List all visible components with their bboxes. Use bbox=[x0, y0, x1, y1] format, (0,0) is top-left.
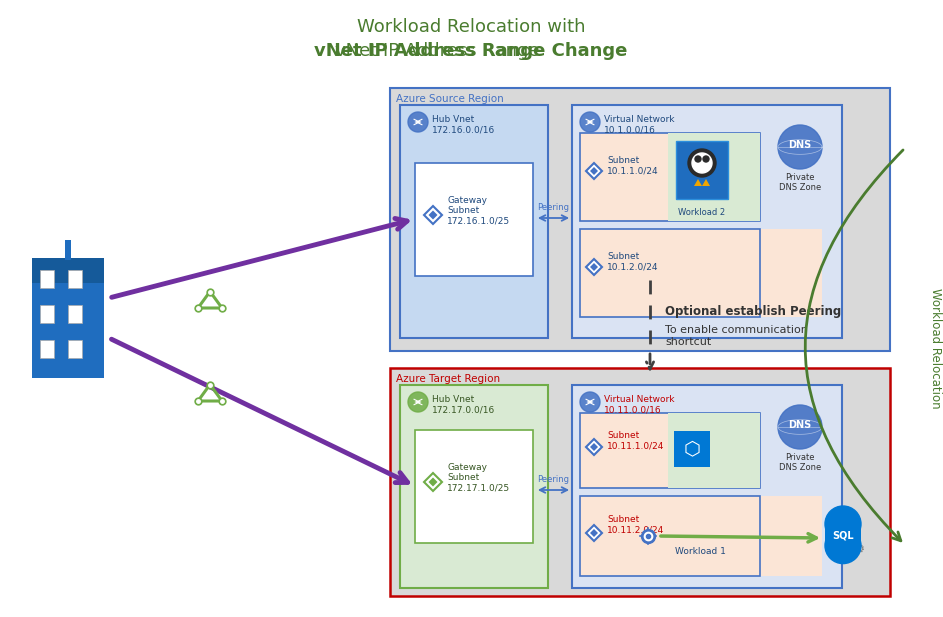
Polygon shape bbox=[586, 259, 602, 275]
Polygon shape bbox=[428, 210, 438, 220]
Polygon shape bbox=[424, 473, 442, 491]
Text: Subnet
10.11.1.0/24: Subnet 10.11.1.0/24 bbox=[607, 431, 665, 450]
Text: Peering: Peering bbox=[537, 203, 569, 212]
FancyBboxPatch shape bbox=[400, 105, 548, 338]
Circle shape bbox=[408, 392, 428, 412]
Text: Private
DNS Zone: Private DNS Zone bbox=[779, 173, 821, 193]
FancyBboxPatch shape bbox=[40, 270, 54, 288]
Text: Subnet
10.1.2.0/24: Subnet 10.1.2.0/24 bbox=[607, 252, 658, 271]
FancyBboxPatch shape bbox=[760, 229, 822, 317]
Text: Virtual Network
10.11.0.0/16: Virtual Network 10.11.0.0/16 bbox=[604, 395, 674, 415]
Text: Private
DNS Zone: Private DNS Zone bbox=[779, 453, 821, 473]
FancyBboxPatch shape bbox=[415, 163, 533, 276]
FancyBboxPatch shape bbox=[390, 88, 890, 351]
Circle shape bbox=[825, 528, 861, 563]
Circle shape bbox=[695, 156, 701, 162]
Text: Workload Relocation with: Workload Relocation with bbox=[356, 18, 586, 36]
FancyBboxPatch shape bbox=[32, 258, 104, 283]
Text: Optional establish Peering: Optional establish Peering bbox=[665, 305, 841, 318]
Text: Azure Target Region: Azure Target Region bbox=[396, 374, 500, 384]
Polygon shape bbox=[424, 206, 442, 224]
FancyBboxPatch shape bbox=[390, 368, 890, 596]
Text: Gateway
Subnet
172.17.1.0/25: Gateway Subnet 172.17.1.0/25 bbox=[447, 463, 510, 493]
Text: Gateway
Subnet
172.16.1.0/25: Gateway Subnet 172.16.1.0/25 bbox=[447, 196, 510, 226]
FancyBboxPatch shape bbox=[825, 524, 861, 545]
Polygon shape bbox=[590, 443, 598, 451]
FancyBboxPatch shape bbox=[32, 258, 104, 378]
Text: Virtual Network
10.1.0.0/16: Virtual Network 10.1.0.0/16 bbox=[604, 115, 674, 135]
FancyBboxPatch shape bbox=[40, 305, 54, 323]
FancyBboxPatch shape bbox=[572, 385, 842, 588]
Text: Azure Source Region: Azure Source Region bbox=[396, 94, 504, 104]
Text: vNet IP Address Range Change: vNet IP Address Range Change bbox=[314, 42, 628, 60]
Circle shape bbox=[408, 112, 428, 132]
Circle shape bbox=[688, 149, 716, 177]
Text: DNS: DNS bbox=[788, 420, 812, 430]
FancyBboxPatch shape bbox=[580, 229, 760, 317]
Circle shape bbox=[825, 506, 861, 542]
Polygon shape bbox=[694, 179, 702, 186]
FancyBboxPatch shape bbox=[580, 496, 760, 576]
Text: ⚙: ⚙ bbox=[853, 542, 865, 555]
FancyBboxPatch shape bbox=[668, 133, 760, 221]
Polygon shape bbox=[590, 529, 598, 537]
Text: Subnet
10.11.2.0/24: Subnet 10.11.2.0/24 bbox=[607, 515, 664, 534]
Polygon shape bbox=[702, 179, 710, 186]
Text: Workload Relocation: Workload Relocation bbox=[929, 288, 941, 408]
Text: vNet IP Address Range: vNet IP Address Range bbox=[335, 42, 545, 60]
FancyBboxPatch shape bbox=[400, 385, 548, 588]
Text: Hub Vnet
172.17.0.0/16: Hub Vnet 172.17.0.0/16 bbox=[432, 395, 495, 415]
FancyBboxPatch shape bbox=[68, 305, 82, 323]
FancyBboxPatch shape bbox=[65, 240, 71, 260]
Text: SQL: SQL bbox=[832, 531, 853, 541]
Polygon shape bbox=[586, 525, 602, 541]
FancyBboxPatch shape bbox=[572, 105, 842, 338]
Circle shape bbox=[778, 405, 822, 449]
FancyBboxPatch shape bbox=[676, 141, 728, 199]
Polygon shape bbox=[590, 263, 598, 271]
Text: Peering: Peering bbox=[537, 475, 569, 484]
FancyBboxPatch shape bbox=[674, 431, 710, 467]
Circle shape bbox=[692, 153, 712, 173]
Polygon shape bbox=[586, 163, 602, 179]
Text: To enable communication
shortcut: To enable communication shortcut bbox=[665, 325, 808, 347]
Text: Workload 2: Workload 2 bbox=[678, 208, 725, 217]
Text: ⬡: ⬡ bbox=[684, 439, 701, 458]
Text: Subnet
10.1.1.0/24: Subnet 10.1.1.0/24 bbox=[607, 156, 658, 175]
Circle shape bbox=[703, 156, 709, 162]
FancyBboxPatch shape bbox=[760, 496, 822, 576]
Polygon shape bbox=[590, 167, 598, 175]
Circle shape bbox=[580, 112, 600, 132]
Text: Workload 1: Workload 1 bbox=[674, 547, 725, 555]
FancyBboxPatch shape bbox=[415, 430, 533, 543]
Text: Hub Vnet
172.16.0.0/16: Hub Vnet 172.16.0.0/16 bbox=[432, 115, 495, 135]
Circle shape bbox=[580, 392, 600, 412]
Circle shape bbox=[778, 125, 822, 169]
FancyBboxPatch shape bbox=[668, 413, 760, 488]
FancyArrowPatch shape bbox=[805, 150, 903, 541]
FancyBboxPatch shape bbox=[580, 413, 760, 488]
FancyBboxPatch shape bbox=[40, 340, 54, 358]
Polygon shape bbox=[428, 478, 438, 486]
FancyBboxPatch shape bbox=[580, 133, 760, 221]
Text: DNS: DNS bbox=[788, 140, 812, 150]
Polygon shape bbox=[586, 439, 602, 455]
FancyBboxPatch shape bbox=[68, 270, 82, 288]
FancyBboxPatch shape bbox=[68, 340, 82, 358]
